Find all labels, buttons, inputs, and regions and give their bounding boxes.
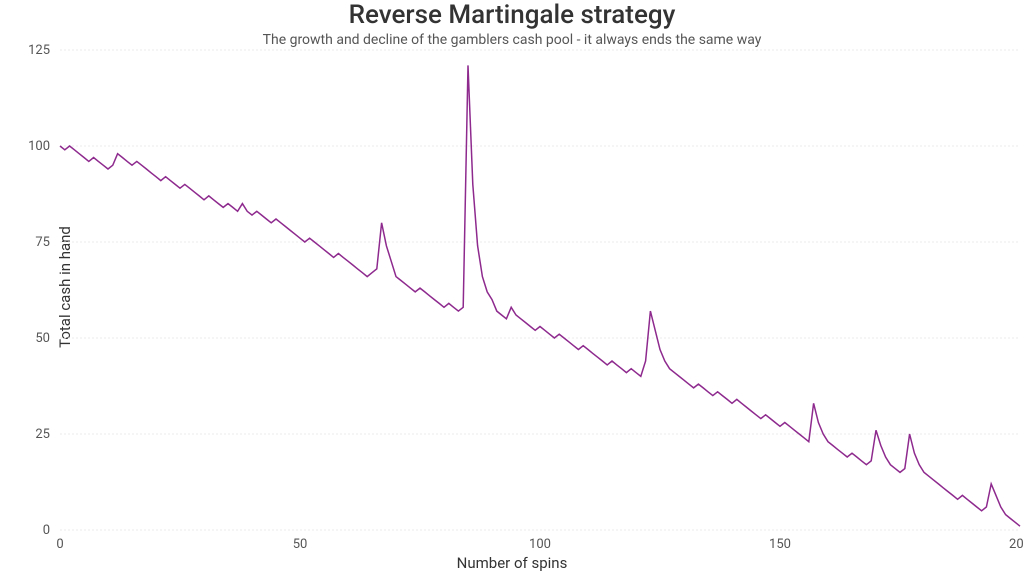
svg-text:75: 75 <box>35 235 50 250</box>
svg-text:25: 25 <box>35 427 50 442</box>
x-axis-ticks: 0 50 100 150 200 <box>56 537 1024 552</box>
svg-text:100: 100 <box>529 537 551 552</box>
gridlines <box>60 50 1020 530</box>
svg-text:150: 150 <box>769 537 791 552</box>
svg-text:100: 100 <box>28 139 50 154</box>
chart-svg: 0 25 50 75 100 125 0 50 100 150 200 <box>0 0 1024 574</box>
svg-text:200: 200 <box>1009 537 1024 552</box>
svg-text:0: 0 <box>56 537 63 552</box>
svg-text:50: 50 <box>293 537 308 552</box>
data-line <box>60 65 1020 526</box>
svg-text:0: 0 <box>43 523 50 538</box>
line-chart: Reverse Martingale strategy The growth a… <box>0 0 1024 574</box>
svg-text:50: 50 <box>35 331 50 346</box>
y-axis-ticks: 0 25 50 75 100 125 <box>28 43 50 538</box>
svg-text:125: 125 <box>28 43 50 58</box>
